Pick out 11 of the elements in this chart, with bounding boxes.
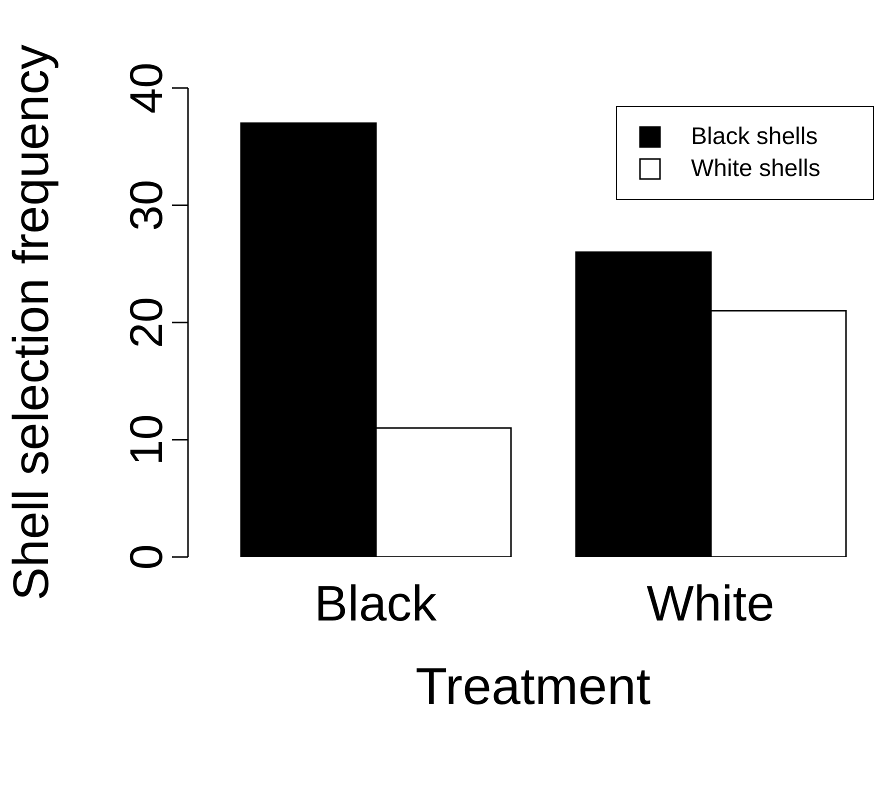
x-tick-label: Black	[314, 576, 438, 632]
y-tick-label: 0	[120, 544, 172, 570]
legend-label: White shells	[691, 155, 820, 183]
legend-label: Black shells	[691, 123, 818, 151]
x-tick-label: White	[646, 576, 774, 632]
y-tick-label: 20	[120, 296, 172, 348]
y-tick-label: 30	[120, 180, 172, 231]
y-axis-title: Shell selection frequency	[2, 44, 59, 600]
x-axis-title: Treatment	[415, 658, 652, 716]
y-tick-label: 40	[120, 62, 172, 114]
y-tick-label: 10	[120, 414, 172, 466]
